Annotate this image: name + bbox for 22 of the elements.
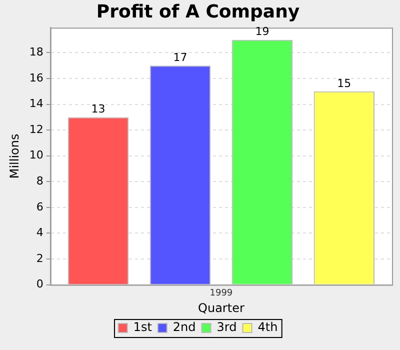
y-tick-label: 14	[29, 97, 44, 110]
legend-label: 3rd	[216, 320, 237, 334]
y-tick-label: 0	[36, 278, 44, 291]
chart-title: Profit of A Company	[96, 1, 300, 22]
y-tick-label: 18	[29, 46, 44, 59]
legend-label: 2nd	[172, 320, 196, 334]
y-tick-label: 12	[29, 122, 44, 136]
data-label: 13	[91, 102, 106, 116]
y-tick-label: 16	[29, 71, 44, 84]
y-tick-label: 6	[36, 200, 44, 214]
y-tick-label: 4	[36, 226, 44, 240]
x-tick-label: 1999	[210, 288, 233, 299]
legend-label: 1st	[133, 320, 152, 334]
data-label: 19	[255, 25, 270, 38]
y-tick-label: 2	[36, 252, 44, 265]
data-label: 17	[173, 50, 188, 64]
y-tick-label: 10	[29, 148, 44, 162]
y-axis-title: Millions	[7, 134, 22, 179]
legend-label: 4th	[258, 320, 278, 334]
x-axis-title: Quarter	[198, 300, 244, 315]
data-label: 15	[337, 76, 352, 90]
y-tick-label: 8	[36, 174, 44, 188]
